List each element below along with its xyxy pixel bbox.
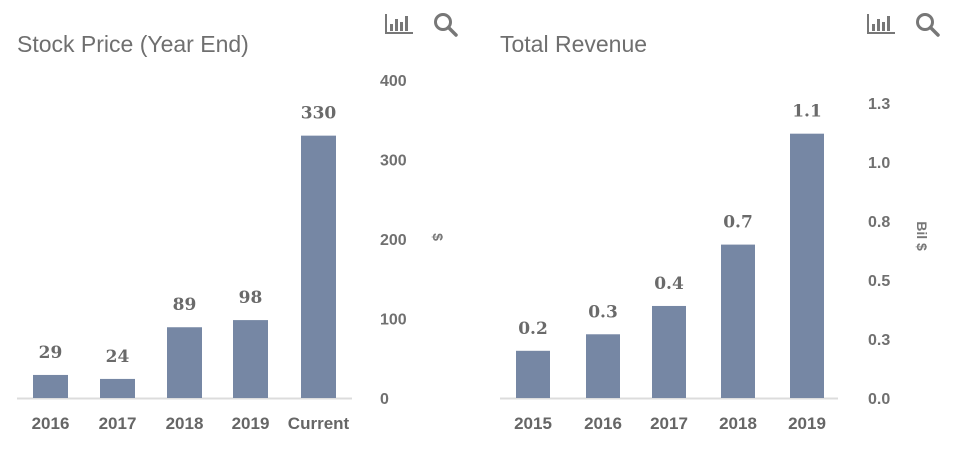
x-tick-label: 2016 <box>584 414 622 433</box>
total-revenue-chart-panel: Total Revenue 0.0 0.3 0.5 0.8 1.0 1.3 Bil $ 0.2… <box>480 0 958 464</box>
y-tick-label: 200 <box>380 232 407 249</box>
chart-title: Stock Price (Year End) <box>17 31 249 57</box>
x-tick-label: 2019 <box>232 414 270 433</box>
bar[interactable] <box>233 320 268 398</box>
bar[interactable] <box>586 334 620 398</box>
y-tick-label: 0.5 <box>868 273 890 290</box>
y-axis-title: Bil $ <box>914 221 930 251</box>
y-tick-label: 0.8 <box>868 214 890 231</box>
bar[interactable] <box>167 327 202 398</box>
bar[interactable] <box>516 350 550 398</box>
data-label: 89 <box>173 295 197 315</box>
x-tick-label: 2015 <box>514 414 552 433</box>
x-tick-label: 2018 <box>719 414 757 433</box>
stock-price-chart-panel: Stock Price (Year End) 0 100 200 300 400 $29 2… <box>17 10 462 433</box>
x-tick-label: Current <box>288 414 350 433</box>
data-label: 24 <box>106 347 130 367</box>
y-tick-label: 1.0 <box>868 155 890 172</box>
x-tick-label: 2019 <box>788 414 826 433</box>
bar[interactable] <box>100 378 135 398</box>
y-tick-label: 1.3 <box>868 96 890 113</box>
x-tick-label: 2017 <box>99 414 137 433</box>
y-tick-label: 0 <box>380 391 389 408</box>
bar[interactable] <box>33 374 68 398</box>
y-tick-label: 400 <box>380 73 407 90</box>
data-label: 0.3 <box>588 302 618 322</box>
bar[interactable] <box>790 133 824 398</box>
y-tick-label: 300 <box>380 153 407 170</box>
x-tick-label: 2018 <box>166 414 204 433</box>
data-label: 330 <box>301 104 337 124</box>
data-label: 1.1 <box>792 102 822 122</box>
data-label: 0.7 <box>723 213 753 233</box>
total-revenue-bar-chart: 0.0 0.3 0.5 0.8 1.0 1.3 Bil $ 0.2 2015 0.3 2016 0.4… <box>500 96 930 433</box>
x-tick-label: 2017 <box>650 414 688 433</box>
data-label: 98 <box>239 288 263 308</box>
bar-chart-icon[interactable] <box>384 10 414 38</box>
data-label: 29 <box>39 343 63 363</box>
bar[interactable] <box>721 244 755 398</box>
y-tick-label: 0.3 <box>868 332 890 349</box>
y-axis-title: $ <box>430 233 446 241</box>
search-icon[interactable] <box>432 10 462 38</box>
search-icon[interactable] <box>914 10 944 38</box>
x-tick-label: 2016 <box>32 414 70 433</box>
bar[interactable] <box>301 135 336 398</box>
bar-chart-icon[interactable] <box>866 10 896 38</box>
data-label: 0.2 <box>518 319 548 339</box>
stock-price-bar-chart: 0 100 200 300 400 $29 2016 24 2017 89 2018 98 2019 33… <box>17 73 446 433</box>
y-tick-label: 0.0 <box>868 391 890 408</box>
y-tick-label: 100 <box>380 312 407 329</box>
bar[interactable] <box>652 305 686 398</box>
data-label: 0.4 <box>654 274 684 294</box>
chart-title: Total Revenue <box>500 31 648 57</box>
